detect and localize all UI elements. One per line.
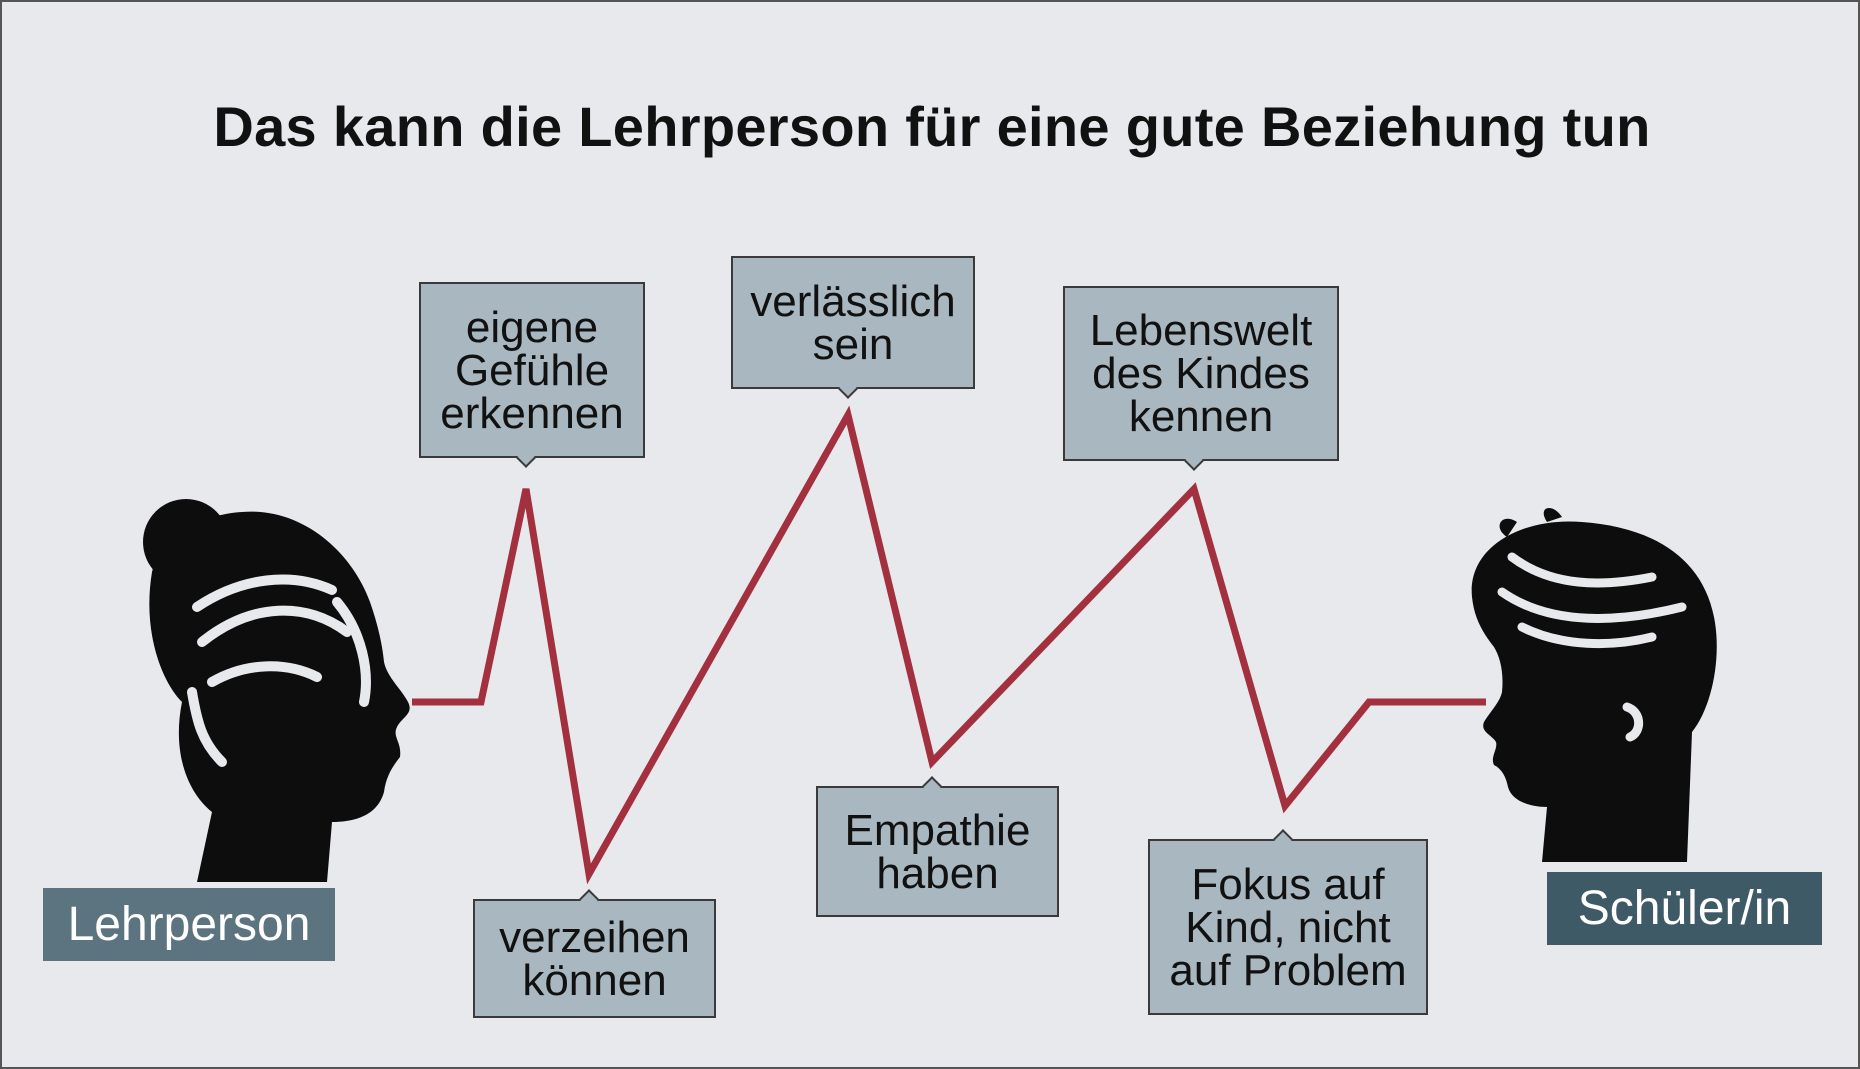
quality-box: Lebenswelt des Kindes kennen: [1063, 286, 1339, 461]
diagram-title: Das kann die Lehrperson für eine gute Be…: [213, 95, 1651, 158]
teacher-label: Lehrperson: [43, 888, 335, 961]
quality-box: Empathie haben: [816, 786, 1059, 917]
quality-box: Fokus auf Kind, nicht auf Problem: [1148, 839, 1428, 1015]
student-label: Schüler/in: [1547, 872, 1822, 945]
quality-text: eigene Gefühle erkennen: [440, 302, 624, 438]
quality-text: Empathie haben: [844, 805, 1031, 898]
quality-text: verzeihen können: [499, 912, 690, 1005]
quality-box: verlässlich sein: [731, 256, 975, 389]
quality-box: eigene Gefühle erkennen: [419, 282, 645, 458]
woman-head-silhouette-icon: [143, 499, 410, 882]
zigzag-line: [412, 405, 1486, 885]
quality-text: Fokus auf Kind, nicht auf Problem: [1169, 859, 1407, 995]
quality-box: verzeihen können: [473, 899, 716, 1018]
child-head-silhouette-icon: [1471, 507, 1717, 862]
quality-text: Lebenswelt des Kindes kennen: [1089, 306, 1313, 441]
quality-text: verlässlich sein: [750, 276, 956, 369]
